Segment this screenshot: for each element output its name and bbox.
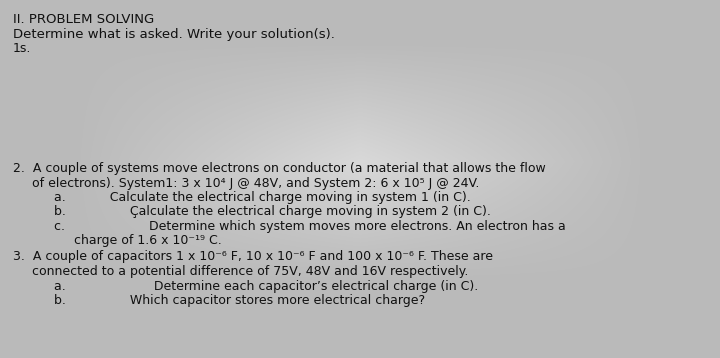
Text: Determine what is asked. Write your solution(s).: Determine what is asked. Write your solu…	[13, 28, 335, 40]
Text: charge of 1.6 x 10⁻¹⁹ C.: charge of 1.6 x 10⁻¹⁹ C.	[54, 234, 222, 247]
Text: II. PROBLEM SOLVING: II. PROBLEM SOLVING	[13, 13, 154, 26]
Text: connected to a potential difference of 75V, 48V and 16V respectively.: connected to a potential difference of 7…	[32, 265, 469, 277]
Text: b.                Çalculate the electrical charge moving in system 2 (in C).: b. Çalculate the electrical charge movin…	[54, 205, 491, 218]
Text: c.                     Determine which system moves more electrons. An electron : c. Determine which system moves more ele…	[54, 220, 566, 233]
Text: 2.  A couple of systems move electrons on conductor (a material that allows the : 2. A couple of systems move electrons on…	[13, 162, 546, 175]
Text: b.                Which capacitor stores more electrical charge?: b. Which capacitor stores more electrica…	[54, 294, 425, 307]
Text: a.                      Determine each capacitor’s electrical charge (in C).: a. Determine each capacitor’s electrical…	[54, 280, 478, 293]
Text: 1s.: 1s.	[13, 42, 32, 55]
Text: a.           Calculate the electrical charge moving in system 1 (in C).: a. Calculate the electrical charge movin…	[54, 192, 471, 204]
Text: of electrons). System1: 3 x 10⁴ J @ 48V, and System 2: 6 x 10⁵ J @ 24V.: of electrons). System1: 3 x 10⁴ J @ 48V,…	[32, 177, 480, 190]
Text: 3.  A couple of capacitors 1 x 10⁻⁶ F, 10 x 10⁻⁶ F and 100 x 10⁻⁶ F. These are: 3. A couple of capacitors 1 x 10⁻⁶ F, 10…	[13, 250, 493, 263]
